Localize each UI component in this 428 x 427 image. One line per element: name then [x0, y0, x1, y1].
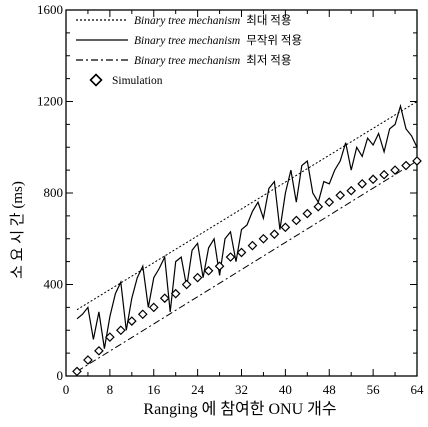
simulation-point — [313, 201, 324, 212]
simulation-point — [247, 240, 258, 251]
legend-label-3: Binary tree mechanism 최저 적용 — [134, 54, 291, 67]
legend: Binary tree mechanism 최대 적용 Binary tree me… — [76, 14, 302, 87]
simulation-point — [159, 293, 170, 304]
simulation-point — [94, 345, 104, 356]
y-tick-label: 1200 — [37, 94, 63, 109]
x-tick-label: 0 — [63, 382, 70, 397]
simulation-point — [258, 233, 269, 244]
x-tick-label: 48 — [323, 382, 336, 397]
simulation-point — [126, 316, 137, 326]
x-axis-label: Ranging 에 참여한 ONU 개수 — [143, 400, 336, 418]
legend-label-2: Binary tree mechanism 무작위 적용 — [134, 34, 302, 47]
x-tick-label: 56 — [367, 382, 381, 397]
simulation-point — [170, 288, 181, 299]
simulation-point — [390, 165, 400, 175]
simulation-point — [324, 197, 335, 207]
simulation-point — [148, 302, 159, 313]
x-tick-label: 40 — [279, 382, 292, 397]
simulation-point — [203, 265, 214, 276]
simulation-point — [302, 208, 313, 219]
legend-label-1: Binary tree mechanism 최대 적용 — [134, 14, 291, 27]
simulation-point — [280, 222, 291, 233]
simulation-point — [72, 366, 82, 377]
series-line-2 — [76, 103, 418, 349]
simulation-point — [368, 174, 378, 185]
simulation-point — [214, 261, 225, 272]
x-tick-label: 8 — [107, 382, 114, 397]
series-line-1 — [76, 101, 418, 311]
simulation-point — [412, 156, 422, 166]
simulation-point — [137, 309, 148, 320]
y-tick-label: 0 — [57, 368, 64, 383]
simulation-point — [115, 325, 126, 336]
x-tick-label: 24 — [191, 382, 205, 397]
simulation-point — [379, 169, 389, 180]
simulation-point — [291, 215, 302, 226]
plot-frame — [65, 9, 418, 377]
x-tick-label: 64 — [411, 382, 425, 397]
legend-label-4: Simulation — [112, 75, 163, 87]
simulation-point — [335, 190, 346, 201]
y-axis-label: 소 요 시 간 (ms) — [9, 181, 26, 279]
simulation-point — [192, 272, 203, 283]
y-tick-label: 1600 — [37, 2, 63, 17]
x-tick-label: 16 — [147, 382, 161, 397]
simulation-point — [225, 252, 236, 262]
simulation-point — [401, 160, 411, 171]
simulation-point — [357, 179, 368, 189]
y-tick-label: 400 — [44, 277, 64, 292]
x-tick-label: 32 — [235, 382, 248, 397]
plot-area — [65, 9, 418, 377]
simulation-point — [269, 229, 280, 240]
simulation-point — [346, 185, 357, 196]
y-tick-label: 800 — [44, 185, 64, 200]
simulation-point — [181, 279, 192, 290]
ticks-layer: 0 8 16 24 32 40 48 56 64 0 400 800 1200 1600 — [37, 2, 424, 397]
simulation-point — [105, 332, 115, 342]
simulation-point — [236, 247, 247, 258]
simulation-point — [83, 355, 93, 365]
series-line-3 — [76, 160, 418, 372]
series-layer — [72, 101, 422, 377]
legend-marker-simulation — [89, 73, 103, 87]
